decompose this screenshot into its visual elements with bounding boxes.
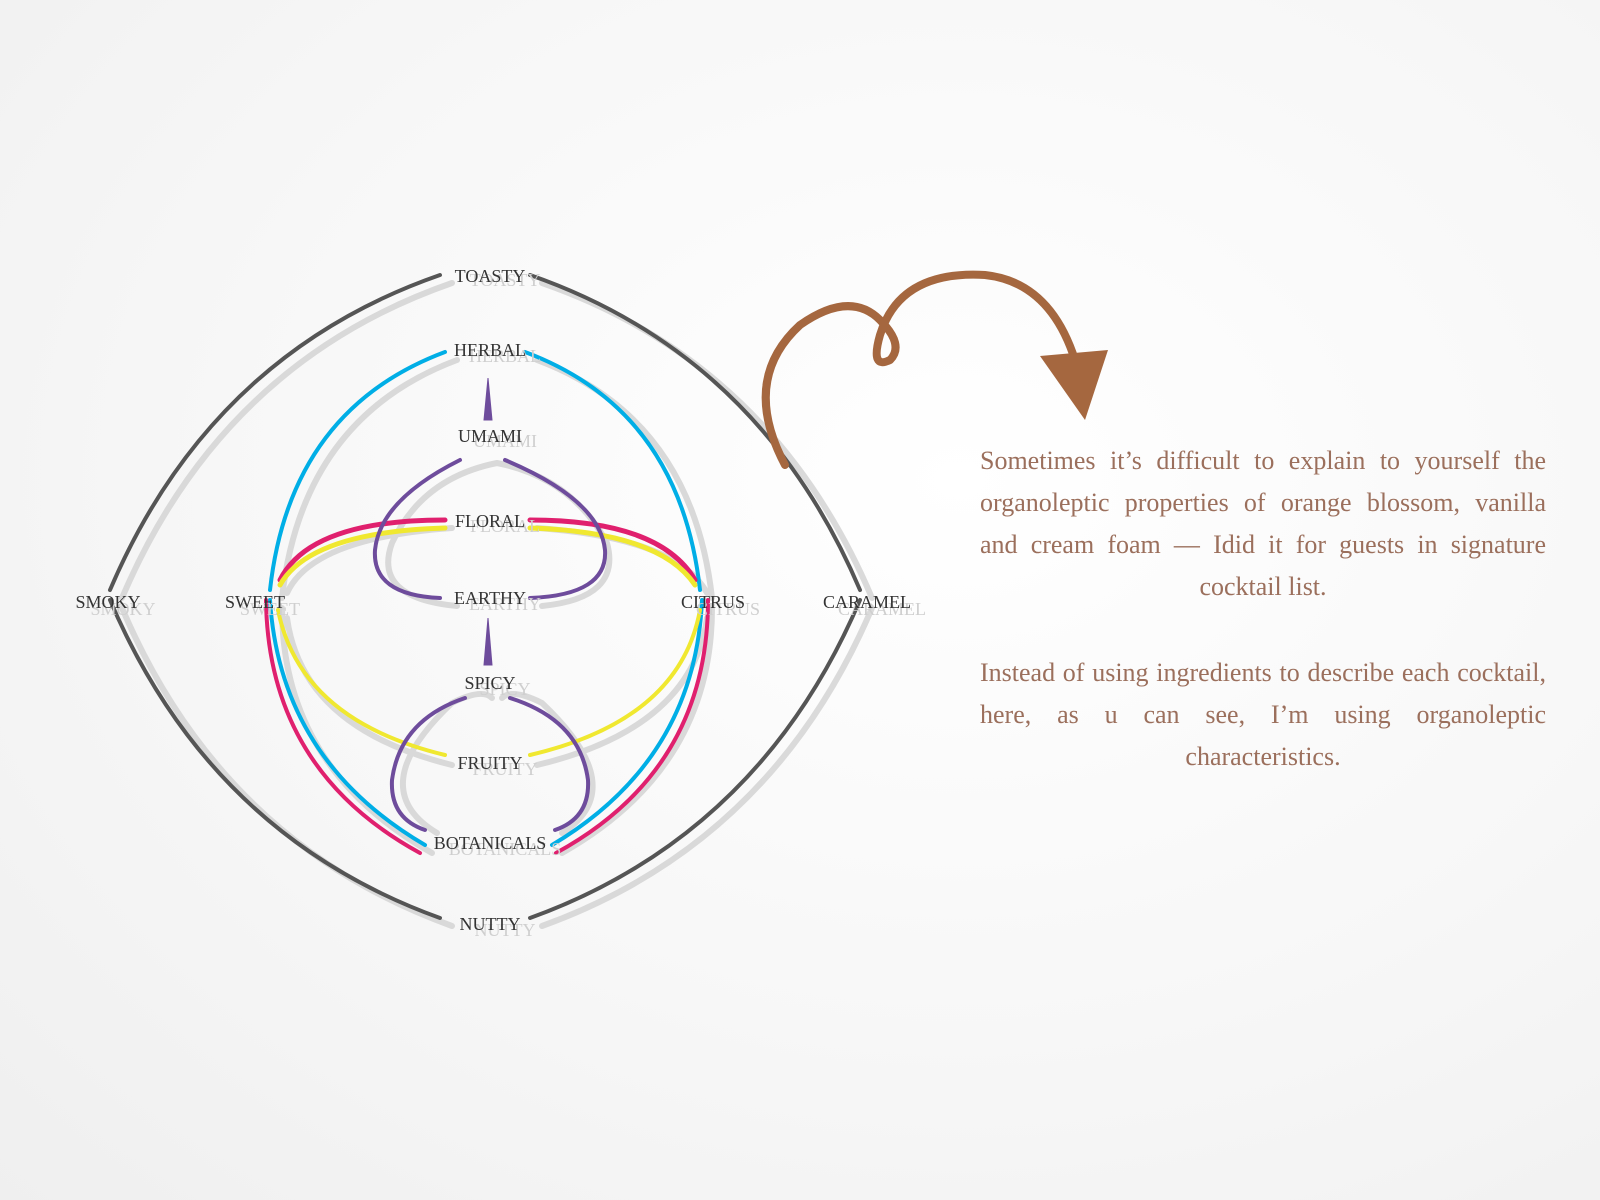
floral-citrus-yellow-curve [527, 525, 698, 588]
botanicals-citrus-magenta-curve [554, 598, 710, 855]
node-citrus: CITRUS [681, 592, 745, 612]
node-herbal: HERBAL [454, 340, 526, 360]
svg-text:BOTANICALS: BOTANICALS [449, 839, 562, 859]
svg-text:SPICY: SPICY [479, 679, 530, 699]
svg-text:FLORAL: FLORAL [470, 516, 540, 536]
toasty-caramel-curve [528, 273, 862, 592]
node-botanicals: BOTANICALS [434, 833, 547, 853]
svg-text:SWEET: SWEET [240, 599, 300, 619]
purple-curves [372, 377, 608, 832]
floral-citrus-curve [527, 517, 698, 583]
svg-text:CITRUS: CITRUS [696, 599, 760, 619]
svg-text:EARTHY: EARTHY [469, 594, 541, 614]
herbal-citrus-curve [523, 350, 702, 592]
spicy-botanicals-left [389, 696, 467, 832]
node-smoky: SMOKY [75, 592, 140, 612]
node-umami: UMAMI [458, 426, 522, 446]
herbal-umami-spike [483, 377, 493, 421]
nutty-smoky-curve [108, 598, 442, 920]
magenta-curves [264, 517, 710, 855]
fruity-sweet-curve [276, 608, 447, 757]
svg-text:TOASTY: TOASTY [470, 270, 541, 290]
shadow-labels: TOASTY HERBAL UMAMI FLORAL EARTHY SMOKY … [90, 270, 926, 940]
botanicals-citrus-cyan-curve [550, 598, 704, 847]
node-sweet: SWEET [225, 592, 285, 612]
umami-earthy-loop-right [503, 458, 608, 600]
node-labels: TOASTY HERBAL UMAMI FLORAL EARTHY SMOKY … [75, 266, 911, 934]
outer-dark-curves [108, 273, 862, 920]
node-earthy: EARTHY [454, 588, 526, 608]
cyan-curves [268, 350, 704, 847]
floral-sweet-curve [277, 517, 448, 583]
fruity-citrus-curve [528, 608, 702, 757]
spicy-botanicals-right [508, 696, 591, 832]
toasty-smoky-curve [108, 273, 442, 592]
curved-arrow-icon [761, 270, 1108, 469]
node-nutty: NUTTY [460, 914, 521, 934]
svg-text:HERBAL: HERBAL [469, 346, 541, 366]
node-floral: FLORAL [455, 511, 525, 531]
svg-text:FRUITY: FRUITY [472, 759, 537, 779]
svg-text:CARAMEL: CARAMEL [838, 599, 926, 619]
yellow-curves [276, 525, 702, 757]
botanicals-sweet-cyan-curve [268, 598, 427, 847]
earthy-spicy-spike [483, 617, 493, 666]
node-toasty: TOASTY [455, 266, 526, 286]
description-paragraph-2: Instead of using ingredients to describe… [980, 658, 1546, 771]
botanicals-sweet-magenta-curve [264, 598, 422, 855]
svg-text:NUTTY: NUTTY [475, 920, 536, 940]
svg-text:SMOKY: SMOKY [90, 599, 155, 619]
node-spicy: SPICY [464, 673, 515, 693]
node-caramel: CARAMEL [823, 592, 911, 612]
svg-text:UMAMI: UMAMI [473, 431, 537, 451]
herbal-sweet-curve [268, 350, 447, 592]
umami-earthy-loop-left [372, 458, 462, 600]
nutty-caramel-curve [528, 598, 862, 920]
node-fruity: FRUITY [457, 753, 522, 773]
description-paragraph-1: Sometimes it’s difficult to explain to y… [980, 446, 1546, 601]
floral-sweet-yellow-curve [277, 525, 448, 588]
